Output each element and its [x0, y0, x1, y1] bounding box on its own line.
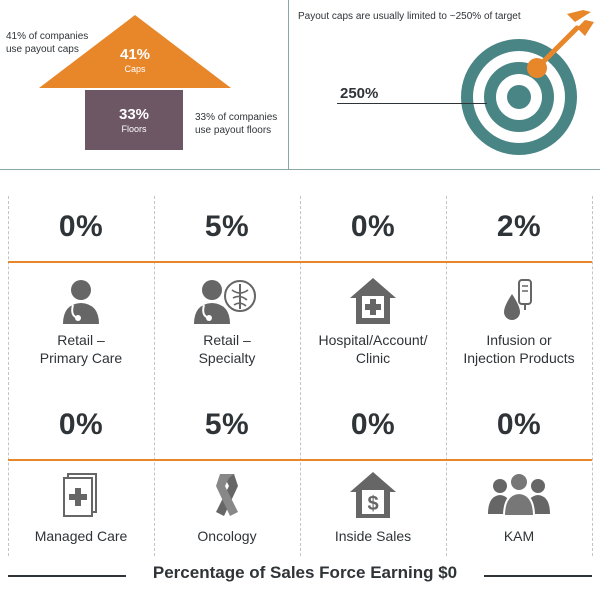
floors-box	[85, 90, 183, 150]
row1-orange-rule	[8, 261, 592, 263]
footer-title: Percentage of Sales Force Earning $0	[126, 563, 484, 583]
label-managed-care: Managed Care	[34, 528, 128, 544]
row2-pct-managed-care: 0%	[58, 408, 104, 441]
medical-documents-icon	[8, 470, 154, 520]
row1-pct-hospital: 0%	[350, 210, 396, 243]
top-horizontal-divider	[0, 169, 600, 170]
label-retail-specialty: Retail – Specialty	[198, 332, 256, 366]
hospital-icon	[300, 276, 446, 326]
grid-divider	[154, 196, 155, 556]
footer-rule-left	[8, 575, 128, 577]
row1-pct-infusion: 2%	[496, 210, 542, 243]
grid-divider	[446, 196, 447, 556]
label-retail-primary-care: Retail – Primary Care	[39, 332, 123, 366]
row2-pct-inside-sales: 0%	[350, 408, 396, 441]
row2-pct-kam: 0%	[496, 408, 542, 441]
target-icon	[461, 10, 594, 155]
top-vertical-divider	[288, 0, 289, 170]
row2-pct-oncology: 5%	[204, 408, 250, 441]
doctor-stethoscope-icon	[8, 276, 154, 326]
target-pointer-line	[337, 103, 487, 104]
grid-divider	[592, 196, 593, 556]
label-infusion-injection: Infusion or Injection Products	[463, 332, 575, 366]
row1-pct-retail-primary: 0%	[58, 210, 104, 243]
caps-note: 41% of companies use payout caps	[6, 31, 89, 55]
doctor-caduceus-icon	[154, 276, 300, 326]
people-group-icon	[446, 470, 592, 520]
label-hospital-account-clinic: Hospital/Account/Clinic	[318, 332, 428, 366]
label-inside-sales: Inside Sales	[334, 528, 412, 544]
label-oncology: Oncology	[197, 528, 257, 544]
grid-divider	[300, 196, 301, 556]
iv-drip-icon	[446, 276, 592, 326]
awareness-ribbon-icon	[154, 470, 300, 520]
svg-text:$: $	[367, 493, 378, 515]
label-kam: KAM	[503, 528, 535, 544]
caps-floors-graphic	[39, 15, 231, 150]
footer-rule-right	[482, 575, 592, 577]
target-title: Payout caps are usually limited to ~250%…	[298, 11, 521, 22]
floors-label: Floors	[121, 124, 147, 134]
caps-arrow	[39, 15, 231, 88]
row2-orange-rule	[8, 459, 592, 461]
grid-divider	[8, 196, 9, 556]
target-percentage: 250%	[340, 85, 379, 102]
row1-pct-retail-specialty: 5%	[204, 210, 250, 243]
caps-value: 41%	[119, 46, 151, 63]
caps-label: Caps	[124, 64, 146, 74]
floors-note: 33% of companies use payout floors	[195, 112, 278, 136]
dollar-house-icon: $	[300, 470, 446, 520]
floors-value: 33%	[118, 106, 150, 123]
